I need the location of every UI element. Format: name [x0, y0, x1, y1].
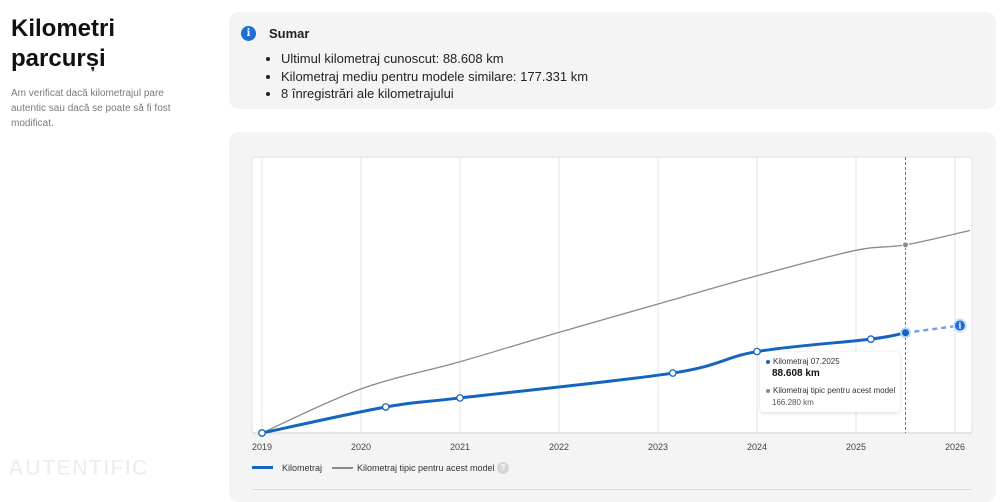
x-tick-label: 2024 [747, 442, 767, 452]
series-projection-kilometraj [905, 324, 961, 335]
summary-item: Kilometraj mediu pentru modele similare:… [281, 68, 588, 86]
x-tick-label: 2023 [648, 442, 668, 452]
x-tick-label: 2025 [846, 442, 866, 452]
header: Kilometri parcurși Am verificat dacă kil… [11, 14, 191, 131]
data-point-kilometraj [258, 429, 266, 437]
summary-title: Sumar [269, 26, 310, 41]
chart-card: 2019 2020 2021 2022 2023 2024 2025 2026 i [229, 132, 996, 502]
projection-info-icon [952, 318, 967, 333]
legend-swatch-typical [332, 467, 353, 469]
help-icon[interactable]: ? [497, 462, 509, 474]
legend-swatch-primary [252, 466, 273, 469]
legend-label: Kilometraj tipic pentru acest model [357, 463, 495, 473]
legend-label: Kilometraj [282, 463, 323, 473]
data-point-kilometraj [753, 347, 761, 356]
summary-item: 8 înregistrări ale kilometrajului [281, 85, 588, 103]
x-tick-label: 2020 [351, 442, 371, 452]
x-tick-label: 2021 [450, 442, 470, 452]
x-tick-label: 2026 [945, 442, 965, 452]
page-title: Kilometri parcurși [11, 15, 116, 72]
page-description: Am verificat dacă kilometrajul pare aute… [11, 88, 171, 129]
summary-list: Ultimul kilometraj cunoscut: 88.608 km K… [265, 50, 588, 103]
data-point-kilometraj [456, 394, 464, 402]
data-point-kilometraj [381, 403, 390, 411]
series-line-typical [261, 229, 970, 434]
data-point-kilometraj [668, 369, 677, 377]
chart-tooltip: Kilometraj 07.2025 88.608 km Kilometraj … [760, 352, 900, 412]
data-point-kilometraj [900, 327, 911, 339]
projection-info-glyph: i [958, 321, 961, 331]
tooltip-series1-text: Kilometraj 07.2025 [773, 357, 840, 366]
tooltip-dot-typical [766, 388, 770, 393]
watermark-logo: AUTENTIFIC [8, 455, 149, 481]
tooltip-series1-value: 88.608 km [772, 368, 820, 379]
summary-item: Ultimul kilometraj cunoscut: 88.608 km [281, 50, 588, 68]
x-tick-label: 2022 [549, 442, 569, 452]
tooltip-dot-primary [766, 359, 770, 364]
tooltip-series2-text: Kilometraj tipic pentru acest model [773, 386, 896, 395]
x-tick-label: 2019 [252, 442, 272, 452]
tooltip-series2-value: 166.280 km [772, 398, 814, 407]
mileage-chart: 2019 2020 2021 2022 2023 2024 2025 2026 i [251, 156, 973, 452]
tooltip-series1-label: Kilometraj 07.2025 [766, 357, 840, 366]
info-icon: i [241, 26, 256, 41]
tooltip-series2-label: Kilometraj tipic pentru acest model [766, 386, 895, 395]
data-point-typical [902, 241, 909, 249]
summary-box: i Sumar Ultimul kilometraj cunoscut: 88.… [229, 12, 996, 109]
data-point-kilometraj [866, 335, 875, 343]
